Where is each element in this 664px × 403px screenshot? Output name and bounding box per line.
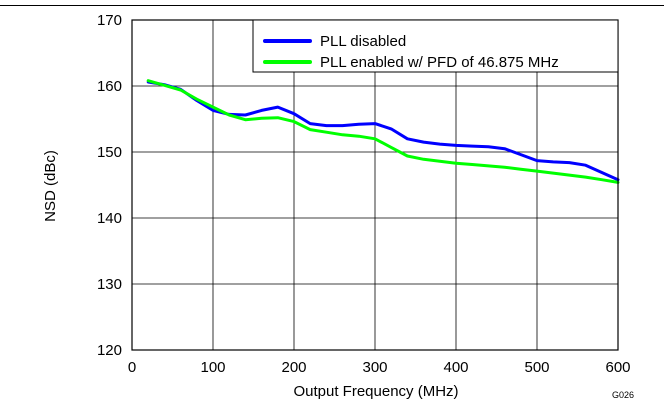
y-tick-label: 120 — [97, 342, 122, 359]
grid-layer — [132, 20, 618, 350]
tick-labels: 0 100 200 300 400 500 600 120 130 140 150 160 170 — [97, 12, 631, 376]
x-axis-label: Output Frequency (MHz) — [293, 383, 458, 400]
x-tick-label: 0 — [128, 359, 136, 376]
legend-label: PLL disabled — [320, 33, 406, 50]
series-line — [146, 79, 620, 184]
series-line — [146, 80, 620, 182]
x-tick-label: 300 — [362, 359, 387, 376]
x-tick-label: 500 — [524, 359, 549, 376]
legend: PLL disabled PLL enabled w/ PFD of 46.875… — [252, 19, 619, 73]
top-rule — [0, 5, 664, 6]
y-tick-label: 130 — [97, 276, 122, 293]
x-tick-label: 100 — [200, 359, 225, 376]
y-tick-label: 150 — [97, 144, 122, 161]
figure-id: G026 — [612, 390, 634, 400]
legend-box — [252, 19, 619, 73]
y-tick-label: 160 — [97, 78, 122, 95]
series-layer — [146, 79, 620, 184]
legend-label: PLL enabled w/ PFD of 46.875 MHz — [320, 54, 559, 71]
x-tick-label: 200 — [281, 359, 306, 376]
x-tick-label: 400 — [443, 359, 468, 376]
y-tick-label: 140 — [97, 210, 122, 227]
y-axis-label: NSD (dBc) — [42, 150, 59, 222]
y-tick-label: 170 — [97, 12, 122, 29]
x-tick-label: 600 — [605, 359, 630, 376]
